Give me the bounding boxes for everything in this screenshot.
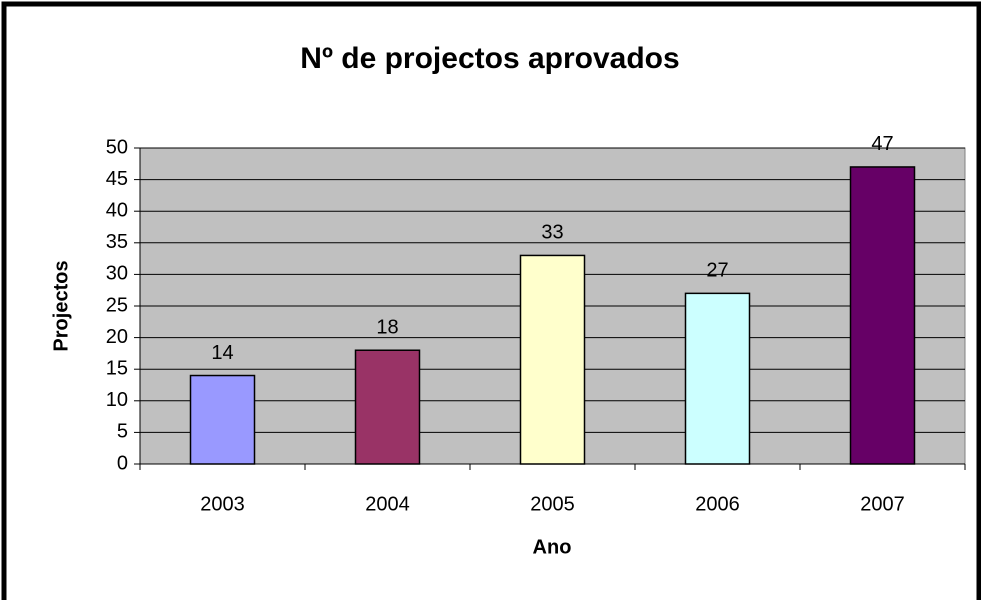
x-axis-label: Ano [533,536,572,558]
y-tick-label: 40 [106,199,128,221]
x-tick-label: 2005 [530,493,575,515]
y-tick-label: 15 [106,357,128,379]
y-tick-label: 30 [106,263,128,285]
data-label: 14 [211,342,233,364]
bar [684,292,751,465]
x-tick-label: 2004 [365,493,410,515]
data-label: 18 [376,317,398,339]
data-label: 27 [706,260,728,282]
x-tick-label: 2007 [860,493,905,515]
bar [519,254,586,465]
y-tick-label: 0 [117,452,128,474]
y-tick-label: 35 [106,231,128,253]
data-label: 33 [541,222,563,244]
y-tick-label: 25 [106,294,128,316]
bar [189,374,256,465]
y-tick-label: 10 [106,389,128,411]
chart-title: Nº de projectos aprovados [300,42,679,75]
y-tick-label: 5 [117,421,128,443]
x-tick-label: 2006 [695,493,740,515]
x-tick-label: 2003 [200,493,245,515]
data-label: 47 [871,133,893,155]
bar [354,349,421,465]
y-axis-label: Projectos [50,260,72,351]
y-tick-label: 45 [106,168,128,190]
y-tick-label: 50 [106,136,128,158]
bar [849,166,916,465]
y-tick-label: 20 [106,326,128,348]
